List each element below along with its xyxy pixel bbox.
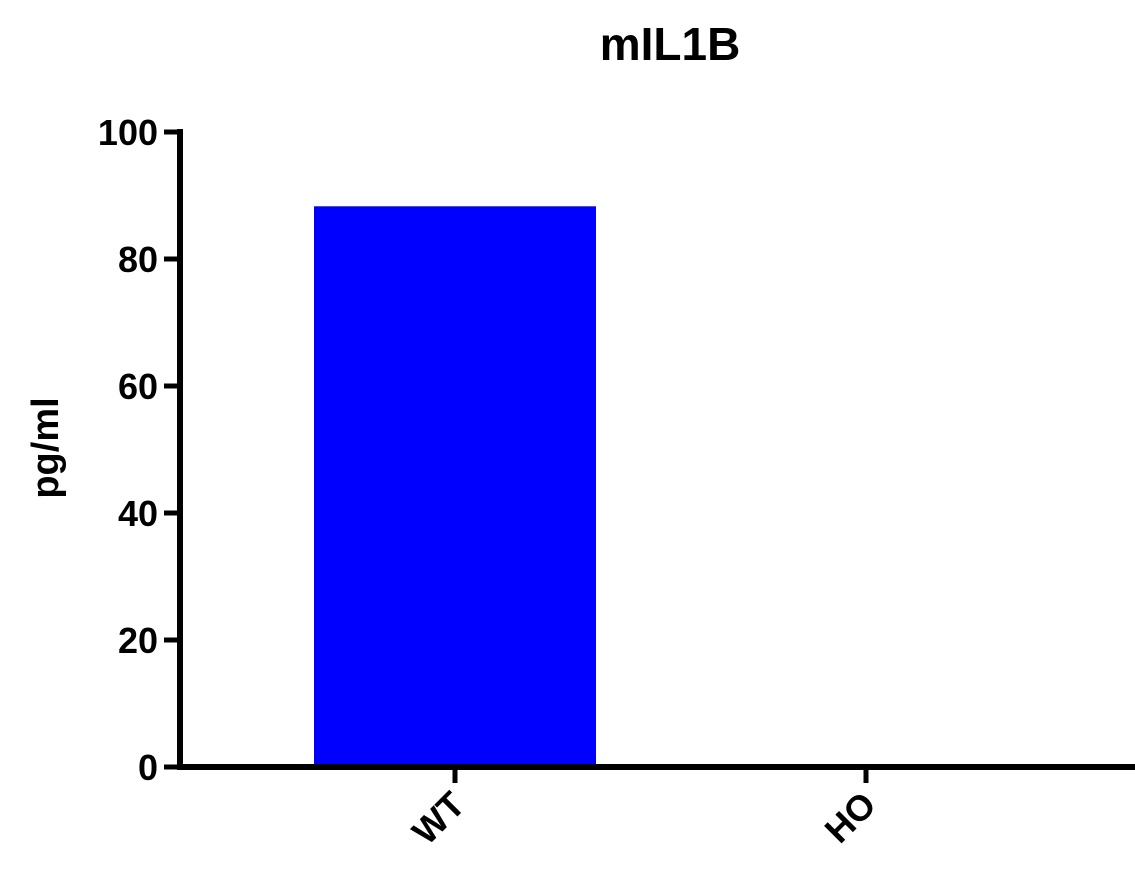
bars (314, 206, 596, 768)
y-axis-label: pg/ml (25, 397, 67, 498)
y-tick-label-100: 100 (98, 112, 158, 153)
axes (177, 129, 1135, 770)
x-ticks: WT HO (404, 767, 884, 852)
x-tick-label-wt: WT (404, 784, 473, 853)
y-tick-label-0: 0 (138, 747, 158, 788)
y-tick-label-40: 40 (118, 493, 158, 534)
y-tick-label-20: 20 (118, 620, 158, 661)
chart-title: mIL1B (600, 18, 741, 70)
y-tick-label-80: 80 (118, 239, 158, 280)
x-tick-label-ho: HO (816, 784, 883, 851)
y-ticks: 0 20 40 60 80 100 (98, 112, 180, 788)
y-tick-label-60: 60 (118, 366, 158, 407)
bar-wt (314, 206, 596, 768)
